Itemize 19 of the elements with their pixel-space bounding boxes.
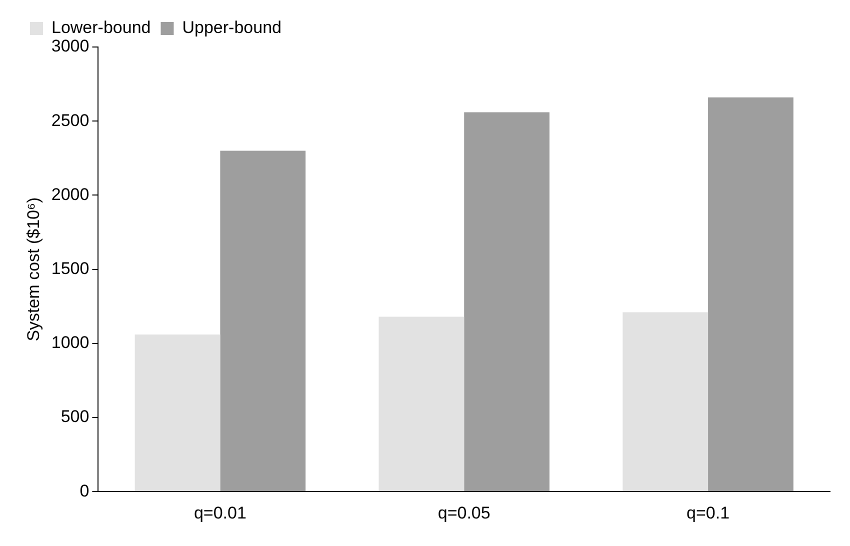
legend-label: Lower-bound: [52, 18, 151, 38]
bar: [378, 316, 464, 492]
y-axis-title: System cost ($10⁶): [24, 197, 43, 342]
y-tick-label: 500: [60, 407, 90, 426]
bar: [134, 334, 220, 492]
x-tick-label: q=0.05: [438, 503, 490, 522]
legend-label: Upper-bound: [182, 18, 282, 38]
x-tick-label: q=0.01: [194, 503, 246, 522]
y-tick-label: 1500: [51, 258, 90, 278]
x-tick-label: q=0.1: [686, 503, 730, 522]
y-tick-label: 2500: [51, 110, 90, 130]
y-tick-label: 2000: [51, 184, 90, 204]
bar: [464, 112, 550, 492]
bar: [220, 150, 306, 492]
bar: [622, 312, 708, 492]
y-tick-label: 3000: [51, 36, 90, 56]
y-tick-label: 1000: [51, 333, 90, 352]
y-tick-label: 0: [80, 481, 90, 500]
bar: [708, 97, 794, 492]
